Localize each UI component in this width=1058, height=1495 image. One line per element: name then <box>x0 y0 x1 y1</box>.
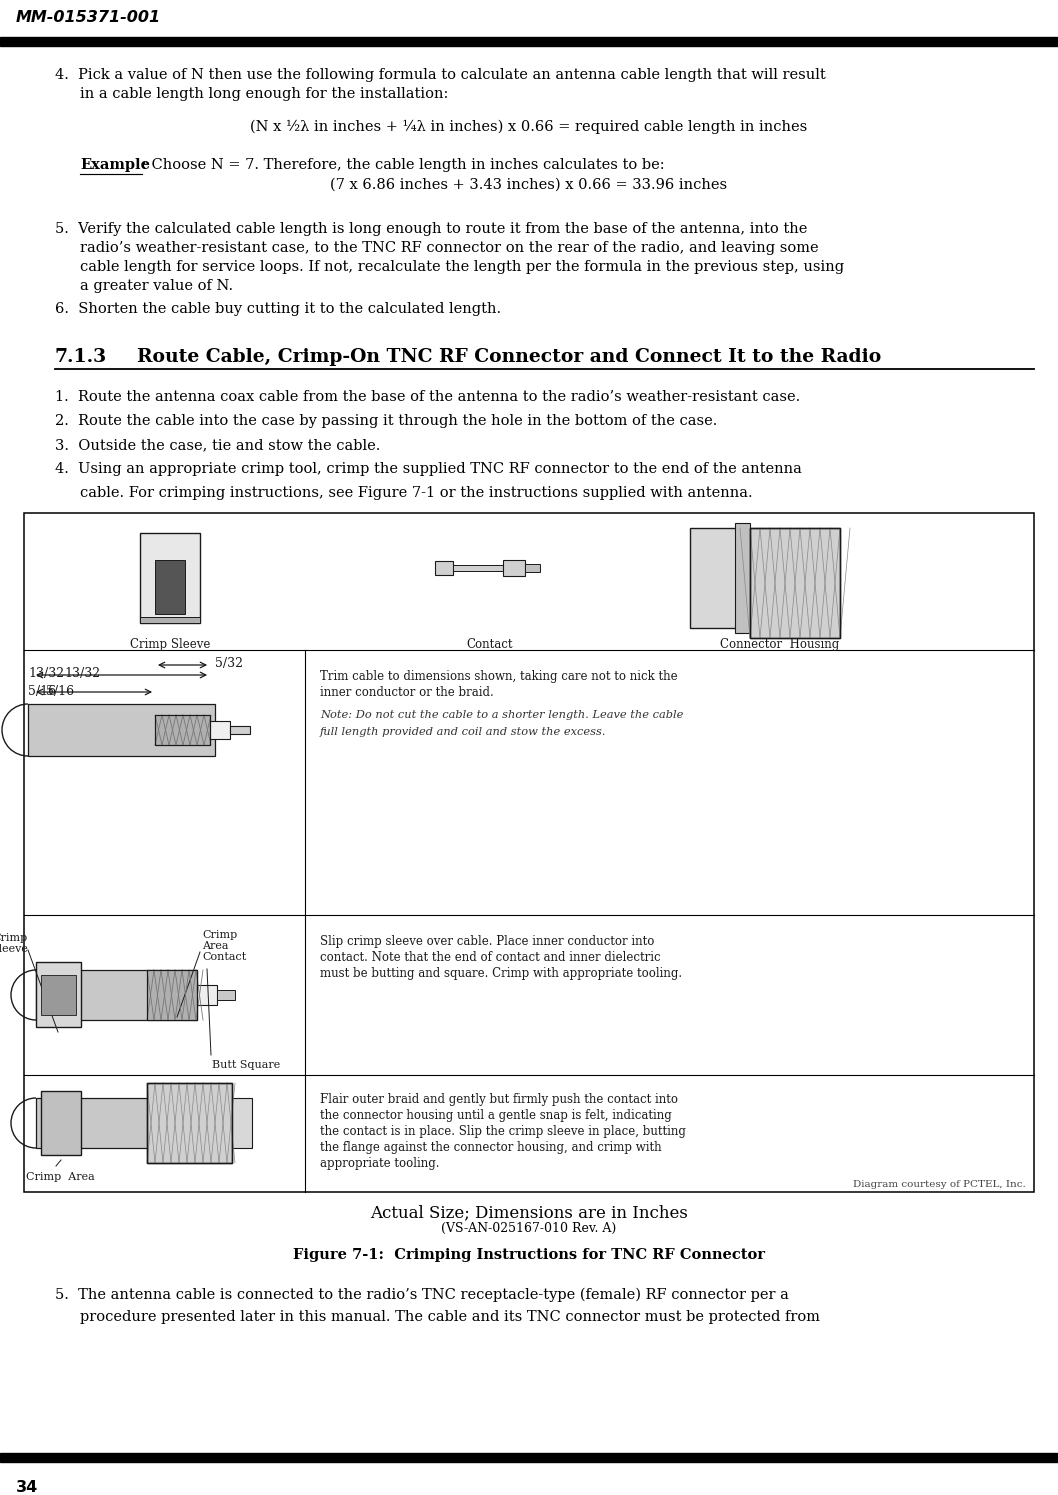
Text: (N x ½λ in inches + ¼λ in inches) x 0.66 = required cable length in inches: (N x ½λ in inches + ¼λ in inches) x 0.66… <box>251 120 807 135</box>
Bar <box>209 721 230 739</box>
Bar <box>156 715 209 745</box>
Text: 5.  Verify the calculated cable length is long enough to route it from the base : 5. Verify the calculated cable length is… <box>55 221 807 236</box>
Text: Crimp  Area: Crimp Area <box>26 1172 95 1183</box>
Text: 34: 34 <box>16 1480 38 1495</box>
Text: 7.1.3: 7.1.3 <box>55 348 107 366</box>
Bar <box>690 528 740 628</box>
Bar <box>147 970 197 1020</box>
Text: Figure 7-1:  Crimping Instructions for TNC RF Connector: Figure 7-1: Crimping Instructions for TN… <box>293 1248 765 1262</box>
Bar <box>41 975 76 1015</box>
Bar <box>147 1082 232 1163</box>
Text: appropriate tooling.: appropriate tooling. <box>320 1157 439 1171</box>
Text: Route Cable, Crimp-On TNC RF Connector and Connect It to the Radio: Route Cable, Crimp-On TNC RF Connector a… <box>136 348 881 366</box>
Text: 5/16: 5/16 <box>28 685 56 698</box>
Text: Crimp: Crimp <box>0 933 28 943</box>
Text: the connector housing until a gentle snap is felt, indicating: the connector housing until a gentle sna… <box>320 1109 672 1123</box>
Text: 4.  Using an appropriate crimp tool, crimp the supplied TNC RF connector to the : 4. Using an appropriate crimp tool, crim… <box>55 462 802 475</box>
Text: 5/32: 5/32 <box>215 658 243 670</box>
Text: Butt Square: Butt Square <box>212 1060 280 1070</box>
Bar <box>140 617 200 623</box>
Bar <box>140 534 200 623</box>
Bar <box>156 561 185 614</box>
Text: Area: Area <box>202 940 229 951</box>
Text: inner conductor or the braid.: inner conductor or the braid. <box>320 686 494 700</box>
Text: Crimp Sleeve: Crimp Sleeve <box>130 638 211 650</box>
Bar <box>41 1091 81 1156</box>
Text: Connector  Housing: Connector Housing <box>720 638 840 650</box>
Bar <box>147 970 197 1020</box>
Text: radio’s weather-resistant case, to the TNC RF connector on the rear of the radio: radio’s weather-resistant case, to the T… <box>80 241 819 256</box>
Text: 13/32: 13/32 <box>28 667 65 680</box>
Bar <box>503 561 525 576</box>
Text: contact. Note that the end of contact and inner dielectric: contact. Note that the end of contact an… <box>320 951 660 964</box>
Bar <box>0 1453 1058 1462</box>
Text: in a cable length long enough for the installation:: in a cable length long enough for the in… <box>80 87 449 102</box>
Text: Flair outer braid and gently but firmly push the contact into: Flair outer braid and gently but firmly … <box>320 1093 678 1106</box>
Text: 1.  Route the antenna coax cable from the base of the antenna to the radio’s wea: 1. Route the antenna coax cable from the… <box>55 390 800 404</box>
Bar <box>232 1097 252 1148</box>
Bar <box>750 528 840 638</box>
Bar <box>36 970 197 1020</box>
Text: Actual Size; Dimensions are in Inches: Actual Size; Dimensions are in Inches <box>370 1203 688 1221</box>
Bar <box>525 564 540 573</box>
Bar <box>435 561 453 576</box>
Text: 13/32: 13/32 <box>65 667 101 680</box>
Text: Example: Example <box>80 158 150 172</box>
Bar <box>453 565 503 571</box>
Bar <box>230 727 250 734</box>
Text: procedure presented later in this manual. The cable and its TNC connector must b: procedure presented later in this manual… <box>80 1310 820 1325</box>
Text: Note: Do not cut the cable to a shorter length. Leave the cable: Note: Do not cut the cable to a shorter … <box>320 710 683 721</box>
Bar <box>156 715 209 745</box>
Bar <box>750 528 840 638</box>
Text: 3.  Outside the case, tie and stow the cable.: 3. Outside the case, tie and stow the ca… <box>55 438 381 451</box>
Text: Diagram courtesy of PCTEL, Inc.: Diagram courtesy of PCTEL, Inc. <box>853 1180 1026 1189</box>
Bar <box>28 704 215 756</box>
Text: (7 x 6.86 inches + 3.43 inches) x 0.66 = 33.96 inches: (7 x 6.86 inches + 3.43 inches) x 0.66 =… <box>330 178 728 191</box>
Bar <box>24 513 1034 1192</box>
Text: Crimp: Crimp <box>202 930 237 940</box>
Bar <box>735 523 750 632</box>
Text: 5/16: 5/16 <box>45 685 74 698</box>
Text: a greater value of N.: a greater value of N. <box>80 280 233 293</box>
Text: Contact: Contact <box>467 638 513 650</box>
Bar <box>0 37 1058 46</box>
Text: must be butting and square. Crimp with appropriate tooling.: must be butting and square. Crimp with a… <box>320 967 682 981</box>
Text: MM-015371-001: MM-015371-001 <box>16 10 161 25</box>
Bar <box>197 985 217 1005</box>
Text: Slip crimp sleeve over cable. Place inner conductor into: Slip crimp sleeve over cable. Place inne… <box>320 934 655 948</box>
Text: 4.  Pick a value of N then use the following formula to calculate an antenna cab: 4. Pick a value of N then use the follow… <box>55 67 825 82</box>
Bar <box>36 961 81 1027</box>
Text: (VS-AN-025167-010 Rev. A): (VS-AN-025167-010 Rev. A) <box>441 1221 617 1235</box>
Bar <box>147 1082 232 1163</box>
Text: cable. For crimping instructions, see Figure 7-1 or the instructions supplied wi: cable. For crimping instructions, see Fi… <box>80 486 752 499</box>
Text: Trim cable to dimensions shown, taking care not to nick the: Trim cable to dimensions shown, taking c… <box>320 670 677 683</box>
Text: Sleeve: Sleeve <box>0 943 28 954</box>
Text: full length provided and coil and stow the excess.: full length provided and coil and stow t… <box>320 727 606 737</box>
Text: cable length for service loops. If not, recalculate the length per the formula i: cable length for service loops. If not, … <box>80 260 844 274</box>
Text: Contact: Contact <box>202 952 247 961</box>
Text: the flange against the connector housing, and crimp with: the flange against the connector housing… <box>320 1141 661 1154</box>
Text: 2.  Route the cable into the case by passing it through the hole in the bottom o: 2. Route the cable into the case by pass… <box>55 414 717 428</box>
Bar <box>217 990 235 1000</box>
Text: 6.  Shorten the cable buy cutting it to the calculated length.: 6. Shorten the cable buy cutting it to t… <box>55 302 501 315</box>
Text: the contact is in place. Slip the crimp sleeve in place, butting: the contact is in place. Slip the crimp … <box>320 1126 686 1138</box>
Text: 5.  The antenna cable is connected to the radio’s TNC receptacle-type (female) R: 5. The antenna cable is connected to the… <box>55 1289 789 1302</box>
Text: : Choose N = 7. Therefore, the cable length in inches calculates to be:: : Choose N = 7. Therefore, the cable len… <box>142 158 664 172</box>
Bar <box>36 1097 177 1148</box>
